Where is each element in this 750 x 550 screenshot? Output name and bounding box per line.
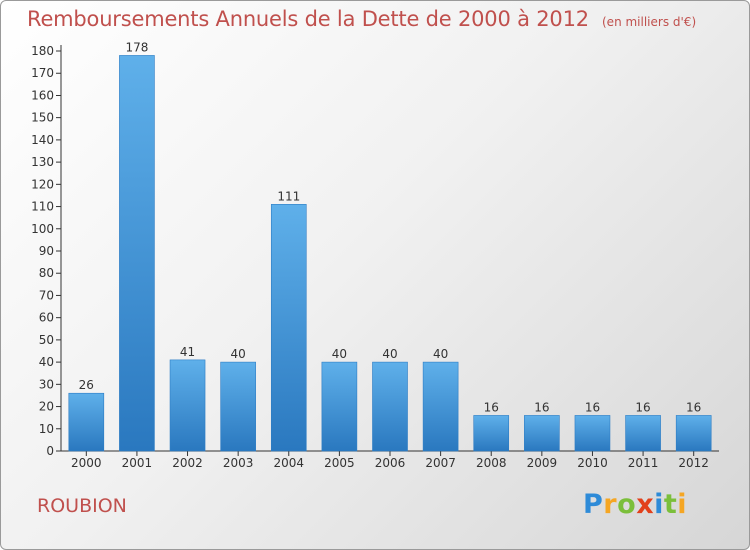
x-tick-label: 2010: [577, 456, 608, 470]
chart-bars: 26 178 41 40 111 40 40 40 16 16 16 16 16: [68, 40, 712, 452]
chart-title-unit: (en milliers d'€): [602, 15, 697, 29]
chart-title: Remboursements Annuels de la Dette de 20…: [27, 7, 696, 31]
x-tick-label: 2004: [273, 456, 304, 470]
x-tick-label: 2000: [71, 456, 102, 470]
bar: [625, 415, 661, 452]
bar: [68, 392, 105, 452]
bar: [574, 415, 611, 452]
bar: [270, 204, 307, 452]
bar-value-label: 16: [635, 400, 650, 414]
y-tick-label: 100: [31, 222, 54, 236]
bar: [220, 361, 256, 452]
bar-value-label: 40: [332, 347, 347, 361]
y-tick-label: 140: [31, 133, 54, 147]
bar-value-label: 111: [277, 189, 300, 203]
bar-value-label: 41: [180, 345, 195, 359]
y-tick-label: 160: [31, 88, 54, 102]
y-tick-label: 70: [39, 288, 54, 302]
y-tick-label: 130: [31, 155, 54, 169]
y-tick-label: 80: [39, 266, 54, 280]
y-tick-label: 50: [39, 333, 54, 347]
x-tick-label: 2011: [628, 456, 659, 470]
bar-value-label: 40: [382, 347, 397, 361]
bar: [524, 415, 560, 452]
bar-value-label: 26: [79, 378, 94, 392]
x-tick-label: 2009: [527, 456, 558, 470]
x-tick-label: 2003: [223, 456, 254, 470]
y-tick-label: 90: [39, 244, 54, 258]
chart-title-main: Remboursements Annuels de la Dette de 20…: [27, 7, 589, 31]
y-tick-label: 170: [31, 66, 54, 80]
bar: [119, 55, 155, 452]
bar-value-label: 178: [125, 40, 148, 54]
bar-value-label: 16: [686, 400, 701, 414]
y-tick-label: 150: [31, 111, 54, 125]
bar-value-label: 40: [231, 347, 246, 361]
bar: [372, 361, 408, 452]
bar: [422, 361, 459, 452]
y-tick-label: 60: [39, 311, 54, 325]
x-tick-label: 2006: [375, 456, 406, 470]
x-tick-label: 2008: [476, 456, 507, 470]
x-tick-label: 2012: [678, 456, 709, 470]
x-tick-label: 2002: [172, 456, 203, 470]
y-tick-label: 10: [39, 422, 54, 436]
y-tick-label: 40: [39, 355, 54, 369]
bar: [473, 415, 510, 452]
commune-name: ROUBION: [37, 495, 127, 517]
y-tick-label: 120: [31, 177, 54, 191]
y-tick-label: 110: [31, 200, 54, 214]
x-tick-label: 2001: [122, 456, 153, 470]
bar-value-label: 16: [484, 400, 499, 414]
bar: [169, 359, 206, 452]
chart-axes: 0 10 20 30 40 50 60 70 80 90 100 110 120 130 140 150 160…: [31, 44, 719, 470]
bar-value-label: 40: [433, 347, 448, 361]
proxiti-logo: Proxiti: [583, 489, 688, 520]
bar: [321, 361, 358, 452]
y-tick-label: 0: [46, 444, 54, 458]
bar: [675, 415, 712, 452]
x-tick-label: 2005: [324, 456, 355, 470]
y-tick-label: 30: [39, 377, 54, 391]
x-tick-label: 2007: [425, 456, 456, 470]
y-tick-label: 20: [39, 400, 54, 414]
y-tick-label: 180: [31, 44, 54, 58]
bar-value-label: 16: [534, 400, 549, 414]
bar-value-label: 16: [585, 400, 600, 414]
